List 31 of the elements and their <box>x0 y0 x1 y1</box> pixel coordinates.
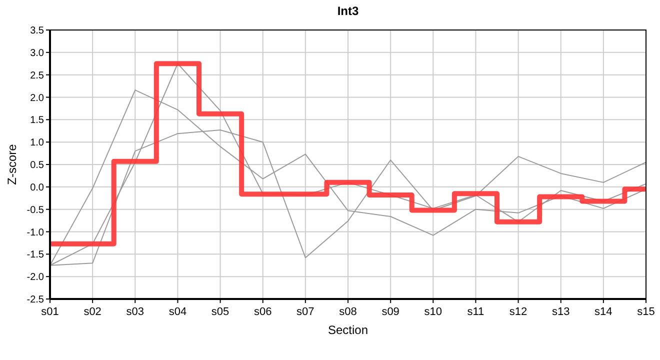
y-tick-label: 0.0 <box>30 182 44 194</box>
x-tick-label: s14 <box>594 306 612 318</box>
x-tick-label: s08 <box>339 306 357 318</box>
y-tick-label: 3.5 <box>30 26 44 36</box>
y-tick-label: 2.0 <box>30 92 44 104</box>
y-tick-label: 0.5 <box>30 160 44 171</box>
x-tick-label: s05 <box>211 306 230 318</box>
x-tick-label: s02 <box>84 306 102 318</box>
y-tick-label: 3.0 <box>30 48 44 59</box>
x-tick-label: s06 <box>254 306 272 318</box>
y-tick-label: 1.5 <box>30 115 44 126</box>
x-tick-label: s12 <box>509 306 528 318</box>
x-tick-label: s03 <box>126 306 144 318</box>
y-tick-label: -0.5 <box>26 204 44 216</box>
y-tick-label: -2.0 <box>26 272 44 284</box>
y-axis-title: Z-score <box>5 144 19 185</box>
y-tick-label: -1.5 <box>26 250 44 261</box>
x-tick-label: s01 <box>41 306 59 318</box>
x-axis-title: Section <box>328 323 368 337</box>
x-tick-label: s15 <box>637 306 655 318</box>
y-tick-label: 1.0 <box>30 138 44 149</box>
chart-title: Int3 <box>337 4 359 18</box>
x-tick-label: s07 <box>296 306 314 318</box>
y-tick-label: -1.0 <box>26 227 44 238</box>
x-tick-label: s04 <box>168 306 187 318</box>
x-tick-label: s09 <box>382 306 400 318</box>
y-tick-label: -2.5 <box>26 294 44 306</box>
x-tick-label: s13 <box>552 306 570 318</box>
y-tick-label: 2.5 <box>30 70 44 82</box>
x-tick-label: s11 <box>467 306 484 318</box>
x-tick-label: s10 <box>424 306 442 318</box>
